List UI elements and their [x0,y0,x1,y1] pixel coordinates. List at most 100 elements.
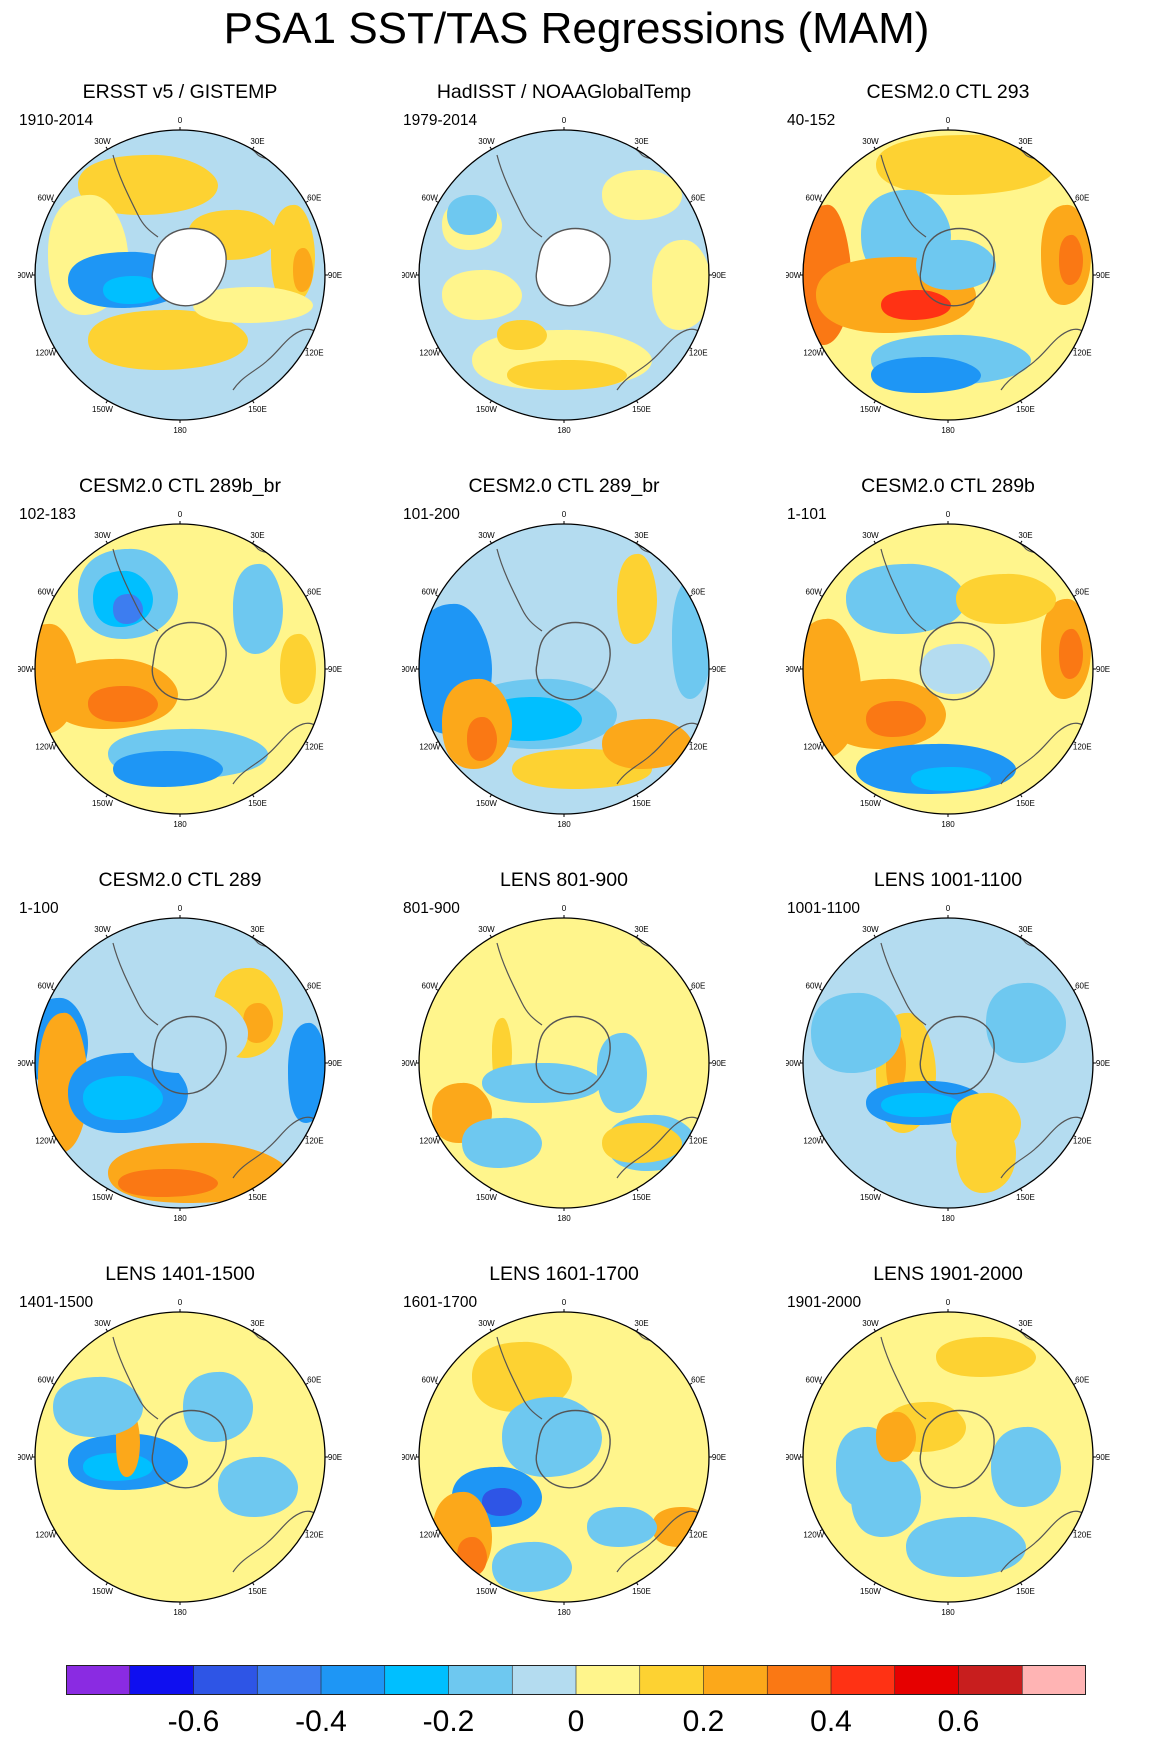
longitude-tick [105,794,108,798]
map-field [35,130,325,420]
longitude-tick [489,540,492,544]
contour-region [846,563,966,634]
longitude-tick [51,988,55,991]
longitude-label: 30E [634,1319,648,1328]
longitude-tick [689,1529,693,1532]
longitude-tick [636,794,639,798]
panel-title: LENS 1401-1500 [105,1263,255,1285]
contour-region [288,1022,325,1123]
longitude-tick [305,1135,309,1138]
longitude-label: 60W [806,194,823,203]
longitude-tick [305,200,309,203]
south-america-coastline [496,154,543,238]
colorbar-cell [512,1665,577,1695]
contour-region [103,275,163,304]
longitude-label: 150W [92,405,113,414]
period-label: 1901-2000 [787,1294,862,1311]
polar-map: 0 30E 60E 90E 120E 150E 180 150W 120W 90W 60W 30W [18,1298,342,1617]
longitude-label: 90E [328,271,342,280]
longitude-label: 120W [419,1531,440,1540]
longitude-label: 60E [1075,982,1089,991]
longitude-tick [489,400,492,404]
longitude-tick [105,400,108,404]
contour-region [602,1122,682,1163]
longitude-tick [873,934,876,938]
longitude-tick [873,794,876,798]
longitude-label: 120E [689,349,708,358]
contour-region [876,1411,916,1462]
period-label: 40-152 [787,112,836,129]
longitude-label: 30W [478,137,495,146]
colorbar-tick-label: 0.2 [682,1705,725,1738]
longitude-tick [636,1582,639,1586]
longitude-tick [873,1582,876,1586]
longitude-label: 30W [94,925,111,934]
contour-region [38,1012,88,1153]
antarctica-coastline [919,621,995,701]
longitude-label: 90E [1096,665,1110,674]
longitude-label: 120W [803,349,824,358]
longitude-label: 150E [248,1193,267,1202]
longitude-label: 150E [1016,799,1035,808]
panel-title: LENS 801-900 [500,869,628,891]
longitude-label: 120W [419,743,440,752]
longitude-label: 30W [862,531,879,540]
antarctica-coastline [535,621,611,701]
south-america-coastline [880,548,927,632]
longitude-label: 120E [689,1137,708,1146]
polar-map: 0 30E 60E 90E 120E 150E 180 150W 120W 90W 60W 30W [786,1298,1110,1617]
polar-map: 0 30E 60E 90E 120E 150E 180 150W 120W 90W 60W 30W [18,510,342,829]
longitude-tick [1073,347,1077,350]
longitude-label: 120E [305,1531,324,1540]
south-america-coastline [112,154,159,238]
longitude-label: 150E [248,405,267,414]
longitude-tick [51,1135,55,1138]
contour-region [472,1341,572,1412]
longitude-label: 120W [803,743,824,752]
panel-title: HadISST / NOAAGlobalTemp [436,81,692,103]
colorbar-cell [576,1665,641,1695]
colorbar-cell [193,1665,258,1695]
longitude-tick [252,1188,255,1192]
longitude-tick [873,1328,876,1332]
contour-region [602,718,692,769]
longitude-tick [1020,540,1023,544]
contour-region [916,239,996,290]
colorbar-tick-label: 0.4 [810,1705,852,1738]
longitude-label: 120E [689,1531,708,1540]
colorbar-cell [384,1665,449,1695]
polar-map: 0 30E 60E 90E 120E 150E 180 150W 120W 90W 60W 30W [402,1298,726,1617]
map-panel: LENS 1901-2000 0 30E 60E 90E 120E 150E 180 150W 1… [768,1262,1128,1657]
south-america-coastline [496,548,543,632]
longitude-label: 90E [1096,271,1110,280]
longitude-label: 150W [92,799,113,808]
colorbar-cell [894,1665,959,1695]
longitude-tick [689,1382,693,1385]
polar-map: 0 30E 60E 90E 120E 150E 180 150W 120W 90W 60W 30W [786,904,1110,1223]
longitude-tick [636,400,639,404]
colorbar-cell [831,1665,896,1695]
longitude-tick [51,1529,55,1532]
contour-region [218,1456,298,1517]
longitude-label: 30E [250,531,264,540]
longitude-tick [252,794,255,798]
longitude-label: 150W [860,1587,881,1596]
map-field [35,1312,325,1602]
south-america-coastline [112,1336,159,1420]
contour-region [78,154,218,215]
contour-region [1059,628,1083,679]
longitude-tick [51,1382,55,1385]
longitude-tick [819,594,823,597]
longitude-label: 150W [860,1193,881,1202]
longitude-tick [252,400,255,404]
longitude-tick [819,200,823,203]
longitude-label: 90W [786,1059,802,1068]
longitude-label: 90W [18,1453,34,1462]
antarctica-coastline [535,1409,611,1489]
longitude-label: 150E [248,799,267,808]
longitude-tick [636,540,639,544]
longitude-tick [252,540,255,544]
contour-region [482,1062,602,1103]
longitude-label: 60E [307,982,321,991]
longitude-label: 30W [94,1319,111,1328]
